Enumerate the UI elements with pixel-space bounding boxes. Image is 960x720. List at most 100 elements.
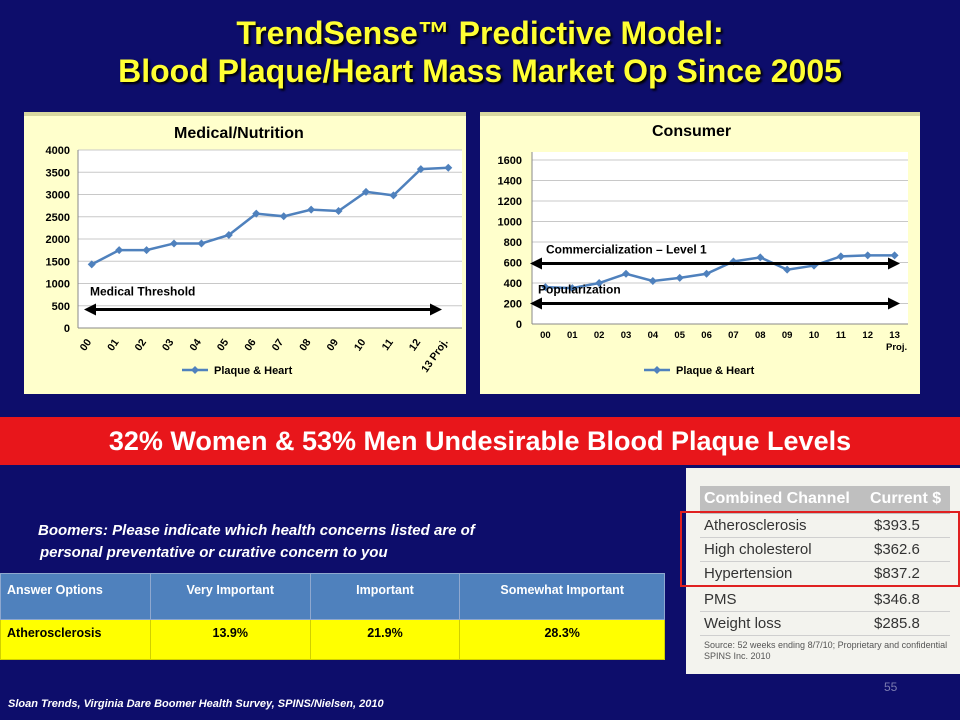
x-tick-label: 00 <box>78 337 95 354</box>
spins-row-value: $362.6 <box>874 541 920 558</box>
list-item: PMS $346.8 <box>700 588 950 612</box>
y-tick-label: 4000 <box>46 145 70 157</box>
data-point <box>890 251 899 260</box>
data-point <box>653 366 661 374</box>
data-point <box>389 191 398 200</box>
x-tick-label: 08 <box>297 337 314 354</box>
x-tick-note: Proj. <box>886 342 907 353</box>
data-point <box>224 230 233 239</box>
survey-header-somewhat-important: Somewhat Important <box>459 573 665 620</box>
plot-area <box>532 152 908 324</box>
data-point <box>675 273 684 282</box>
data-point <box>197 239 206 248</box>
data-point <box>568 284 577 293</box>
data-point <box>252 209 261 218</box>
data-point <box>702 269 711 278</box>
x-tick-label: 13 <box>889 330 900 341</box>
y-tick-label: 200 <box>504 299 522 311</box>
page-number: 55 <box>884 680 898 694</box>
spins-row-name: Hypertension <box>704 565 793 582</box>
data-point <box>142 246 151 255</box>
y-tick-label: 1400 <box>498 176 522 188</box>
data-point <box>191 366 199 374</box>
x-tick-label: 07 <box>270 337 287 354</box>
spins-row-value: $285.8 <box>874 615 920 632</box>
spins-row-name: Atherosclerosis <box>704 517 807 534</box>
y-tick-label: 1200 <box>498 196 522 208</box>
survey-header-very-important: Very Important <box>149 573 311 620</box>
x-tick-label: 12 <box>862 330 873 341</box>
x-tick-label: 11 <box>836 330 847 341</box>
list-item: High cholesterol $362.6 <box>700 538 950 562</box>
highlight-box <box>680 511 960 587</box>
data-point <box>622 269 630 278</box>
y-tick-label: 600 <box>504 258 522 270</box>
survey-cell-somewhat-important: 28.3% <box>459 619 665 660</box>
data-point <box>783 265 792 274</box>
title-line-1: TrendSense™ Predictive Model: <box>236 15 724 51</box>
list-item: Atherosclerosis $393.5 <box>700 514 950 538</box>
spins-header-current: Current $ <box>870 490 942 507</box>
spins-row-name: High cholesterol <box>704 541 812 558</box>
x-tick-label: 08 <box>755 330 766 341</box>
chart-title: Consumer <box>652 123 731 140</box>
x-tick-label: 00 <box>540 330 551 341</box>
y-tick-label: 0 <box>516 319 522 331</box>
x-tick-label: 09 <box>782 330 793 341</box>
y-tick-label: 1000 <box>498 217 522 229</box>
x-tick-label: 06 <box>701 330 712 341</box>
series-line <box>91 166 449 266</box>
data-point <box>648 276 657 285</box>
spins-source: Source: 52 weeks ending 8/7/10; Propriet… <box>704 640 948 661</box>
y-tick-label: 800 <box>504 237 522 249</box>
data-point <box>279 212 288 221</box>
footer-citation: Sloan Trends, Virginia Dare Boomer Healt… <box>8 698 384 710</box>
consumer-chart: Consumer 0 200 400 600 800 1000 1200 1400 1600 00 0… <box>480 112 920 394</box>
popularization-arrow-arrowhead-right <box>888 297 900 310</box>
x-tick-label: 11 <box>380 337 396 353</box>
data-point <box>863 251 872 260</box>
x-tick-label: 13 Proj. <box>419 337 451 375</box>
data-point <box>307 205 316 214</box>
list-item: Weight loss $285.8 <box>700 612 950 636</box>
plaque-levels-banner: 32% Women & 53% Men Undesirable Blood Pl… <box>0 417 960 465</box>
x-tick-label: 02 <box>132 337 149 354</box>
survey-cell-important: 21.9% <box>309 619 461 660</box>
x-tick-label: 12 <box>407 337 424 354</box>
spins-row-value: $837.2 <box>874 565 920 582</box>
title-line-2: Blood Plaque/Heart Mass Market Op Since … <box>118 53 842 89</box>
y-tick-label: 400 <box>504 278 522 290</box>
data-point <box>416 165 425 174</box>
x-tick-label: 06 <box>242 337 259 354</box>
popularization-label: Popularization <box>538 283 621 297</box>
spins-header: Combined Channel Current $ <box>700 486 950 514</box>
y-tick-label: 1600 <box>498 155 522 167</box>
commercialization-arrow-arrowhead-right <box>888 257 900 270</box>
spins-row-name: Weight loss <box>704 615 782 632</box>
data-point <box>87 260 96 269</box>
x-tick-label: 10 <box>809 330 820 341</box>
threshold-label: Medical Threshold <box>90 285 195 299</box>
commercialization-label: Commercialization – Level 1 <box>546 243 707 257</box>
data-point <box>444 163 453 172</box>
medical-chart-svg: Medical/Nutrition05001000150020002500300… <box>46 125 462 377</box>
data-point <box>756 253 765 262</box>
x-tick-label: 04 <box>648 330 659 341</box>
x-tick-label: 07 <box>728 330 739 341</box>
y-tick-label: 1000 <box>46 279 70 291</box>
survey-header-row: Answer Options Very Important Important … <box>0 573 665 620</box>
y-tick-label: 500 <box>52 301 70 313</box>
popularization-arrow-arrowhead-left <box>530 297 542 310</box>
survey-question: Boomers: Please indicate which health co… <box>38 520 638 564</box>
spins-row-name: PMS <box>704 591 737 608</box>
spins-row-value: $393.5 <box>874 517 920 534</box>
threshold-arrow-arrowhead-left <box>84 303 96 316</box>
threshold-arrow-arrowhead-right <box>430 303 442 316</box>
x-tick-label: 03 <box>160 337 177 354</box>
legend-label: Plaque & Heart <box>676 365 755 377</box>
series-line <box>545 254 895 290</box>
x-tick-label: 03 <box>621 330 632 341</box>
legend-label: Plaque & Heart <box>214 365 293 377</box>
survey-table: Answer Options Very Important Important … <box>0 573 665 660</box>
y-tick-label: 2500 <box>46 212 70 224</box>
